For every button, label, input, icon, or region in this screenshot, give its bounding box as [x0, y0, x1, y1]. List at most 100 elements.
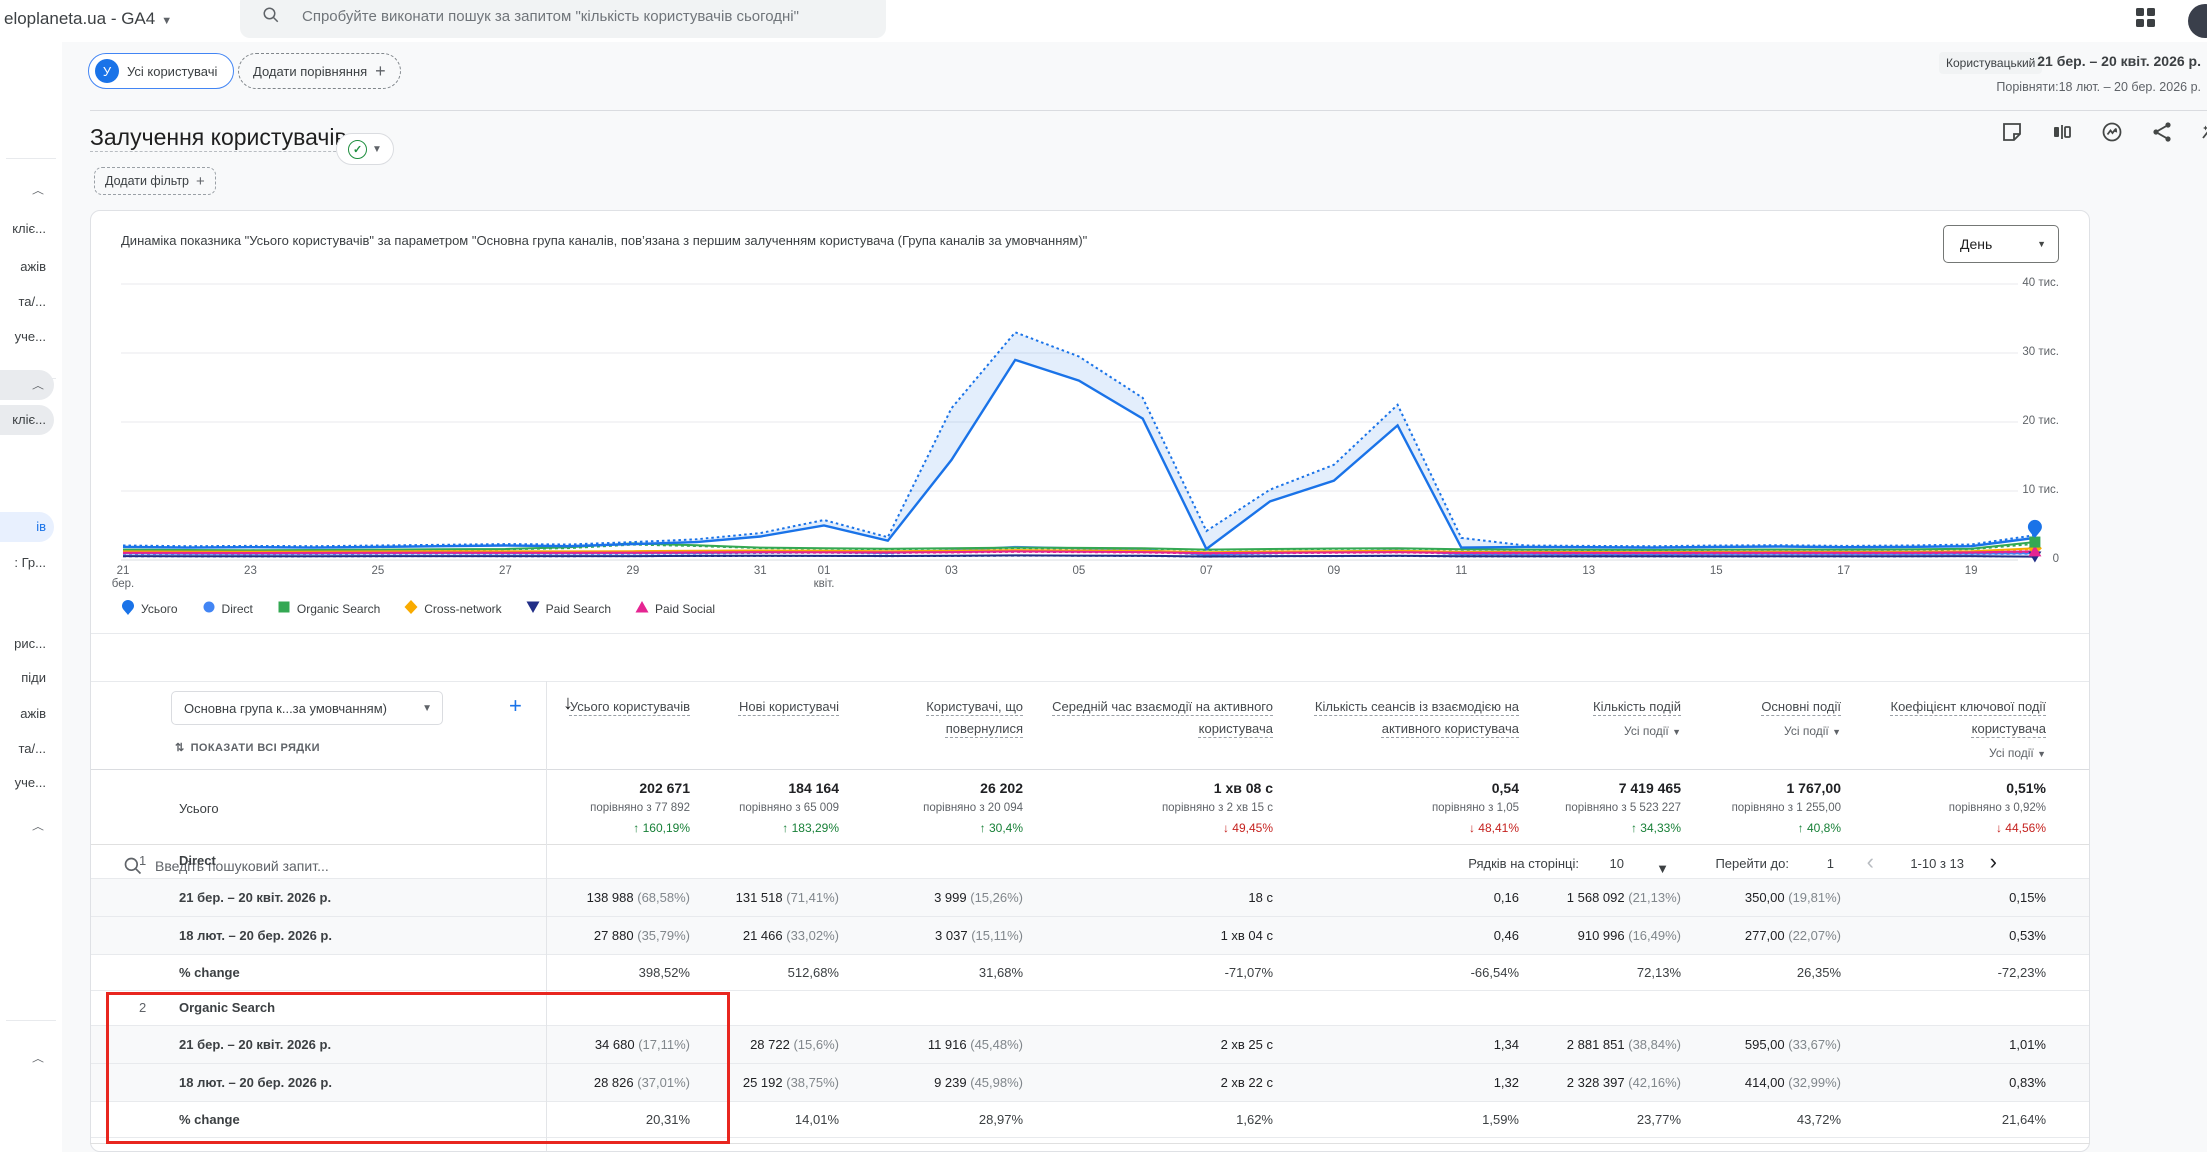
column-header[interactable]: Кількість подій Усі події ▼	[1541, 696, 1681, 743]
column-event-filter[interactable]: Усі події ▼	[1624, 724, 1681, 738]
column-header[interactable]: Користувачі, що повернулися	[853, 696, 1023, 740]
legend-item: Organic Search	[277, 599, 380, 618]
totals-compare: порівняно з 1,05	[1431, 802, 1519, 814]
column-header-title[interactable]: Кількість подій	[1593, 699, 1681, 714]
column-header[interactable]: Усього користувачів	[540, 696, 690, 718]
insights-clock-icon[interactable]	[2100, 120, 2124, 144]
row-label: % change	[179, 1112, 240, 1127]
totals-metric-cell: 0,51% порівняно з 0,92% ↓ 44,56%	[1816, 778, 2046, 838]
metric-cell: 910 996 (16,49%)	[1577, 928, 1681, 943]
sidebar-item[interactable]: ажів	[20, 259, 46, 274]
totals-compare: порівняно з 77 892	[590, 802, 690, 814]
global-search-input[interactable]	[300, 0, 864, 32]
add-dimension-plus-icon[interactable]: +	[509, 693, 522, 718]
dimension-selector-dropdown[interactable]: Основна група к...за умовчанням) ▼	[171, 691, 443, 725]
column-header-title[interactable]: Кількість сеансів із взаємодією на актив…	[1314, 699, 1519, 736]
chevron-down-icon[interactable]: ▼	[1656, 861, 1669, 876]
column-header[interactable]: Нові користувачі	[709, 696, 839, 718]
metric-cell: 0,15%	[2009, 890, 2046, 905]
sidebar-item[interactable]: піди	[21, 670, 46, 685]
metric-cell: 414,00 (32,99%)	[1744, 1075, 1841, 1090]
metric-cell: 1,34	[1493, 1037, 1519, 1052]
metric-cell: 398,52%	[638, 965, 690, 980]
sidebar-item[interactable]: уче...	[14, 329, 46, 344]
granularity-select[interactable]: День ▼	[1943, 225, 2059, 263]
sidebar-item[interactable]: кліє...	[12, 412, 46, 427]
chevron-up-icon[interactable]: ︿	[31, 1053, 44, 1065]
chevron-up-icon[interactable]: ︿	[31, 185, 44, 197]
sidebar-item[interactable]: рис...	[14, 636, 46, 651]
metric-cell: 131 518 (71,41%)	[735, 890, 839, 905]
chart-legend: Усього Direct Organic Search Cross-network P…	[121, 599, 715, 618]
sidebar-item[interactable]: та/...	[18, 294, 47, 309]
row-label: 18 лют. – 20 бер. 2026 р.	[179, 1075, 332, 1090]
metric-cell: 27 880 (35,79%)	[593, 928, 690, 943]
apps-grid-icon[interactable]	[2136, 8, 2156, 28]
chevron-left-icon[interactable]: ‹	[1866, 849, 1874, 874]
sidebar-item[interactable]: кліє...	[12, 221, 46, 236]
metric-cell: -66,54%	[1470, 965, 1519, 980]
column-header[interactable]: Коефіцієнт ключової події користувача Усі…	[1846, 696, 2047, 765]
report-status-badge[interactable]: ✓ ▼	[336, 133, 394, 165]
page-title[interactable]: Залучення користувачів	[90, 124, 347, 150]
date-range-row: 18 лют. – 20 бер. 2026 р. 27 880 (35,79%)…	[91, 917, 2089, 955]
add-comparison-chip[interactable]: Додати порівняння +	[238, 53, 401, 89]
chevron-down-icon: ▼	[1832, 727, 1841, 737]
column-header-title[interactable]: Нові користувачі	[738, 699, 839, 714]
left-navigation-sidebar: ︿ кліє... ажів та/... уче... ︿ кліє... ів : Гр..…	[0, 42, 62, 1152]
metric-cell: 277,00 (22,07%)	[1744, 928, 1841, 943]
sidebar-item-pill	[0, 370, 54, 400]
chevron-up-icon[interactable]: ︿	[31, 380, 44, 392]
property-selector[interactable]: eloplaneta.ua - GA4 ▼	[4, 9, 173, 28]
column-header[interactable]: Середній час взаємодії на активного кори…	[1033, 696, 1273, 740]
sidebar-item-pill	[0, 405, 54, 435]
pin-marker-icon	[121, 599, 135, 618]
chevron-right-icon[interactable]: ›	[1989, 849, 1997, 874]
chevron-up-icon[interactable]: ︿	[31, 821, 44, 833]
goto-page-value[interactable]: 1	[1826, 856, 1834, 871]
share-icon[interactable]	[2150, 120, 2174, 144]
show-all-rows-button[interactable]: ⇅ ПОКАЗАТИ ВСІ РЯДКИ	[175, 741, 320, 755]
totals-metric-cell: 26 202 порівняно з 20 094 ↑ 30,4%	[793, 778, 1023, 838]
totals-value: 7 419 465	[1618, 780, 1681, 796]
all-users-segment-chip[interactable]: У Усі користувачі	[88, 53, 235, 89]
sidebar-item[interactable]: та/...	[18, 741, 47, 756]
column-header-title[interactable]: Середній час взаємодії на активного кори…	[1052, 699, 1273, 736]
column-header-title[interactable]: Основні події	[1761, 699, 1841, 714]
date-range-picker[interactable]: 21 бер. – 20 квіт. 2026 р.	[2037, 53, 2201, 69]
sort-descending-icon[interactable]: ↓	[563, 692, 573, 714]
totals-change: ↑ 34,33%	[1630, 821, 1681, 835]
y-axis-tick-label: 10 тис.	[2022, 484, 2059, 496]
ab-compare-icon[interactable]	[2050, 120, 2074, 144]
sparkline-icon[interactable]	[2200, 120, 2207, 144]
divider	[91, 769, 2089, 770]
sidebar-item[interactable]: ажів	[20, 706, 46, 721]
column-header[interactable]: Кількість сеансів із взаємодією на актив…	[1269, 696, 1519, 740]
channel-name: Organic Search	[179, 1000, 276, 1015]
sidebar-item[interactable]: : Гр...	[14, 555, 46, 570]
note-icon[interactable]	[2000, 120, 2024, 144]
table-search-input[interactable]	[153, 851, 757, 881]
column-header-title[interactable]: Коефіцієнт ключової події користувача	[1890, 699, 2047, 736]
column-header[interactable]: Основні події Усі події ▼	[1711, 696, 1841, 743]
add-filter-chip[interactable]: Додати фільтр +	[94, 167, 216, 195]
metric-cell: 2 хв 22 с	[1220, 1075, 1273, 1090]
metric-cell: 31,68%	[978, 965, 1023, 980]
metric-cell: 21,64%	[2001, 1112, 2046, 1127]
rows-per-page-value[interactable]: 10	[1609, 856, 1624, 871]
global-search[interactable]	[240, 0, 886, 38]
divider	[91, 633, 2089, 634]
x-axis-tick-label: 13	[1582, 565, 1596, 577]
legend-label: Paid Social	[655, 601, 716, 616]
column-event-filter[interactable]: Усі події ▼	[1784, 724, 1841, 738]
column-header-title[interactable]: Усього користувачів	[569, 699, 690, 714]
row-label: % change	[179, 965, 240, 980]
sidebar-item[interactable]: ів	[36, 519, 46, 534]
x-axis-tick-label: 25	[371, 565, 385, 577]
column-event-filter[interactable]: Усі події ▼	[1989, 746, 2046, 760]
sidebar-item[interactable]: уче...	[14, 775, 46, 790]
metric-cell: 3 037 (15,11%)	[935, 928, 1023, 943]
column-header-title[interactable]: Користувачі, що повернулися	[926, 699, 1023, 736]
account-avatar[interactable]	[2188, 4, 2207, 38]
totals-value: 1 хв 08 с	[1213, 780, 1273, 796]
